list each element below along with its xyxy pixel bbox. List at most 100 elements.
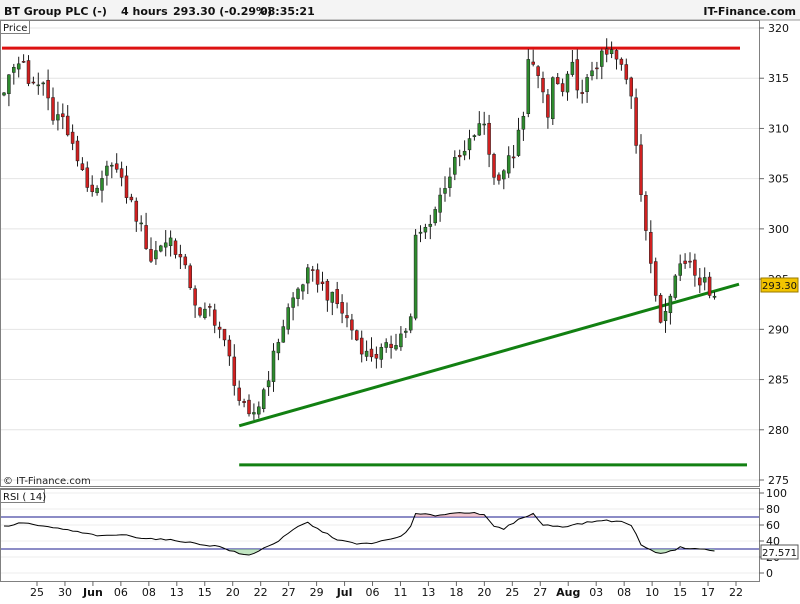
rsi-last-tag-text: 27.571 (762, 548, 797, 559)
candle-body (80, 163, 85, 170)
candle-body (129, 196, 134, 201)
candle-body (389, 343, 393, 348)
candle-body (457, 155, 462, 158)
candle-body (443, 188, 447, 194)
candle-body (232, 356, 237, 386)
candle-body (296, 288, 300, 299)
candle-body (369, 348, 374, 358)
candle-body (506, 155, 511, 174)
candle-body (487, 122, 491, 155)
candle-body (698, 277, 702, 286)
time-tick-label: 27 (533, 586, 547, 599)
time-tick-label: 15 (673, 586, 687, 599)
candle-body (114, 163, 119, 170)
candle-body (75, 140, 80, 162)
rsi-tick-label: 80 (766, 503, 780, 516)
time-tick-label: 22 (729, 586, 743, 599)
candle-body (261, 389, 266, 410)
candle-body (379, 347, 384, 360)
candle-body (21, 61, 26, 63)
candle-body (663, 311, 668, 322)
time-tick-label: 18 (449, 586, 463, 599)
time-tick-label: Jul (336, 586, 353, 599)
time-tick-label: 03 (589, 586, 603, 599)
candle-body (124, 175, 129, 198)
candle-body (614, 50, 619, 60)
candle-body (624, 64, 629, 80)
candle-body (330, 291, 335, 303)
rsi-tick-label: 60 (766, 519, 780, 532)
candle-body (604, 48, 609, 55)
candle-body (271, 350, 276, 382)
candle-body (526, 59, 531, 114)
rsi-last-tag (760, 544, 799, 560)
candle-body (85, 167, 90, 188)
candle-body (7, 74, 11, 94)
candle-body (492, 154, 496, 178)
candle-body (100, 178, 104, 191)
candle-body (653, 261, 658, 296)
candle-body (428, 223, 433, 227)
candle-body (119, 168, 124, 178)
candle-body (325, 280, 330, 301)
candle-body (355, 330, 359, 341)
candle-body (590, 70, 594, 77)
candle-body (384, 342, 388, 348)
candle-body (36, 84, 41, 87)
candle-body (95, 187, 99, 194)
candle-body (149, 249, 153, 262)
candle-body (242, 401, 246, 403)
candle-body (404, 330, 408, 333)
candle-body (462, 150, 467, 156)
candle-body (609, 49, 614, 55)
candle-body (467, 138, 472, 151)
price-drawings (2, 46, 747, 467)
candle-body (212, 309, 217, 326)
time-tick-label: 11 (393, 586, 407, 599)
header-brand[interactable]: IT-Finance.com (703, 5, 796, 18)
candle-body (565, 73, 570, 93)
time-tick-label: 08 (617, 586, 631, 599)
candle-body (649, 232, 653, 264)
candle-body (453, 157, 457, 175)
price-tick-label: 290 (768, 323, 789, 336)
candle-body (433, 209, 437, 224)
candle-body (46, 80, 50, 99)
candle-body (560, 83, 565, 92)
header-quote: 293.30 (-0.29%) (173, 5, 272, 18)
time-tick-label: 15 (198, 586, 212, 599)
candle-body (266, 380, 271, 388)
candle-body (585, 77, 589, 93)
candle-body (570, 61, 575, 75)
candle-body (26, 60, 31, 84)
rsi-label-box (0, 489, 45, 503)
candle-body (217, 326, 222, 330)
time-tick-label: 22 (254, 586, 268, 599)
candle-body (394, 345, 398, 350)
candle-body (644, 195, 648, 231)
candle-body (712, 295, 717, 298)
candle-body (536, 66, 540, 76)
rsi-panel-label: RSI ( 14) (3, 492, 46, 503)
candle-body (668, 295, 673, 314)
candle-body (144, 225, 148, 249)
rsi-grid (1, 492, 759, 574)
candle-body (281, 326, 286, 343)
candle-body (502, 170, 506, 180)
header-symbol: BT Group PLC (-) (4, 5, 107, 18)
candle-body (198, 307, 202, 316)
candle-body (423, 226, 428, 233)
rising-trendline (238, 282, 740, 428)
candle-body (335, 289, 339, 305)
candle-body (673, 275, 678, 298)
candles (2, 38, 717, 420)
price-tick-label: 315 (768, 72, 789, 85)
candle-body (16, 63, 21, 70)
candle-body (193, 288, 197, 306)
last-price-tag-text: 293.30 (762, 281, 797, 292)
candle-body (286, 307, 290, 330)
candle-body (61, 113, 65, 118)
candle-body (658, 294, 663, 323)
candle-body (345, 315, 349, 319)
candle-body (320, 281, 325, 285)
